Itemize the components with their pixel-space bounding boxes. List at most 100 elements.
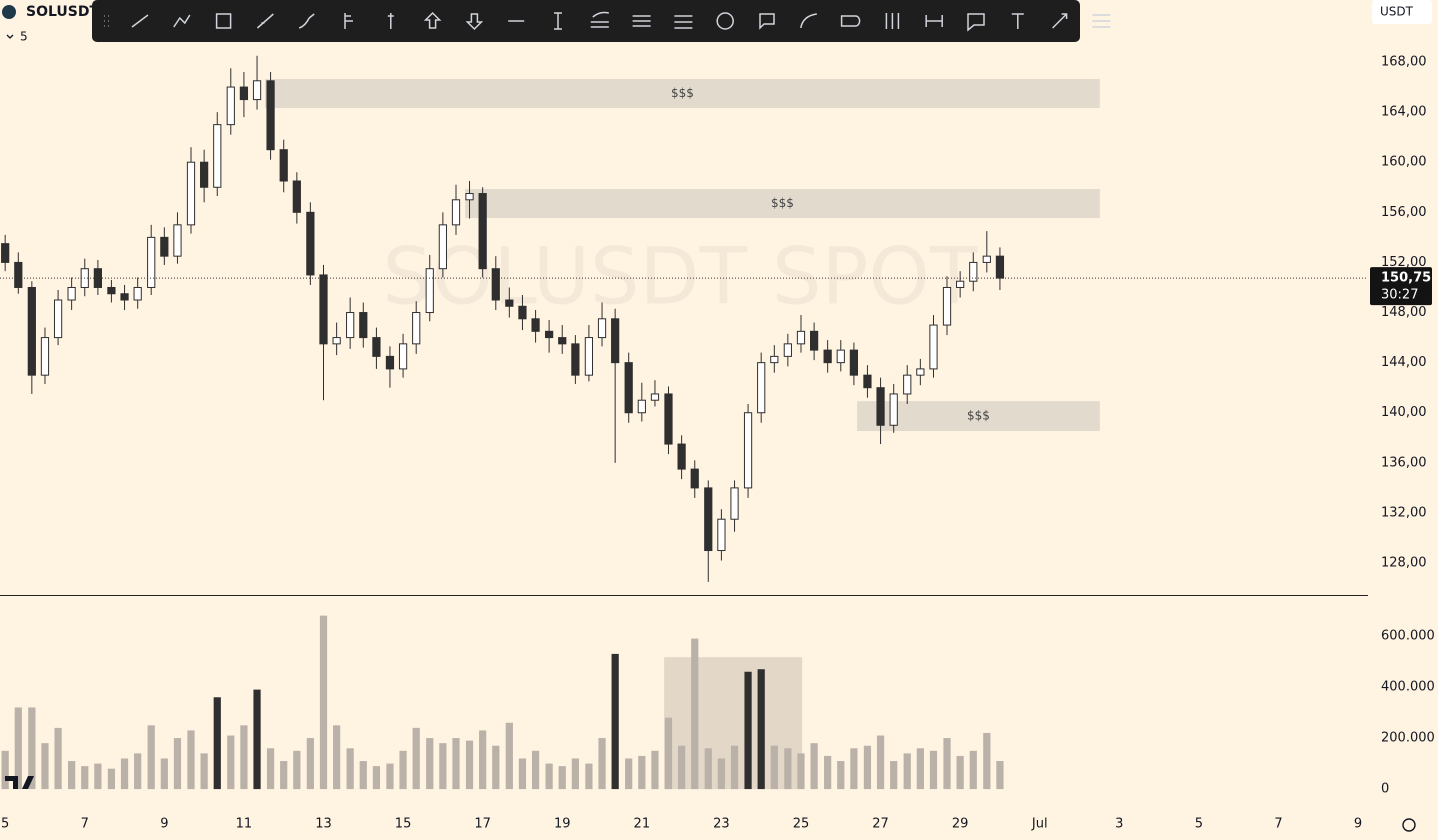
- tool-button[interactable]: [1092, 14, 1111, 28]
- volume-bar: [558, 766, 566, 790]
- tool-button[interactable]: [1052, 13, 1068, 29]
- candle-body: [425, 268, 434, 314]
- volume-bar: [691, 638, 699, 790]
- volume-bar: [14, 707, 22, 790]
- volume-bar: [784, 748, 792, 790]
- volume-bar: [678, 745, 686, 790]
- candle-body: [252, 80, 262, 101]
- volume-bar: [386, 763, 394, 790]
- volume-bar: [346, 748, 354, 790]
- tool-button[interactable]: [925, 15, 943, 27]
- x-tick-label: 25: [793, 817, 810, 832]
- candle-body: [319, 274, 328, 345]
- legend-chevron[interactable]: [6, 34, 14, 39]
- candle-body: [558, 337, 567, 345]
- tool-button[interactable]: [465, 13, 484, 31]
- volume-bar: [943, 738, 951, 790]
- candle-body: [279, 149, 288, 182]
- currency-box[interactable]: [1372, 0, 1432, 24]
- tool-button[interactable]: [632, 15, 651, 27]
- x-tick-label: 29: [952, 817, 969, 832]
- candle-body: [239, 86, 249, 101]
- candle-body: [385, 355, 395, 370]
- tool-button[interactable]: [759, 13, 775, 30]
- candle-body: [53, 299, 63, 339]
- tool-button[interactable]: [344, 13, 353, 29]
- tool-icon: [1052, 13, 1068, 29]
- volume-bar: [797, 753, 805, 790]
- tool-button[interactable]: [800, 13, 817, 29]
- tool-button[interactable]: [173, 14, 191, 28]
- volume-bar: [319, 615, 328, 790]
- tool-button[interactable]: [554, 12, 562, 30]
- tool-button[interactable]: [387, 13, 394, 29]
- candle-body: [213, 124, 222, 188]
- volume-bar: [465, 740, 474, 790]
- x-tick-label: 13: [315, 817, 332, 832]
- tool-icon: [131, 14, 149, 28]
- tool-button[interactable]: [256, 13, 274, 29]
- volume-bar: [107, 768, 116, 790]
- volume-bar: [571, 758, 579, 790]
- x-tick-label: 23: [713, 817, 730, 832]
- tool-button[interactable]: [423, 11, 442, 29]
- candle-body: [836, 349, 845, 364]
- candle-body: [770, 355, 779, 364]
- tool-button[interactable]: [967, 13, 985, 32]
- volume-bar: [187, 730, 195, 790]
- volume-bar: [200, 753, 208, 790]
- volume-bar: [306, 738, 314, 790]
- candle-body: [757, 362, 766, 414]
- candle-body: [929, 324, 938, 370]
- y-tick-label: 128,00: [1381, 556, 1427, 571]
- candle-body: [690, 468, 699, 489]
- candle-body: [783, 343, 792, 357]
- tool-button[interactable]: [131, 14, 149, 28]
- y-tick-label: 152,00: [1381, 255, 1427, 270]
- volume-bar: [173, 738, 182, 790]
- tool-button[interactable]: [674, 15, 693, 29]
- tool-icon: [759, 13, 775, 30]
- volume-bar: [810, 743, 818, 790]
- candle-body: [147, 236, 156, 288]
- candle-body: [478, 193, 487, 270]
- tool-button[interactable]: [840, 15, 861, 27]
- candle-body: [956, 280, 965, 288]
- liquidity-zone: [465, 189, 1100, 218]
- candle-body: [372, 337, 381, 357]
- volume-bar: [439, 743, 447, 790]
- candle-body: [810, 330, 819, 351]
- tool-button[interactable]: [215, 13, 232, 29]
- candle-body: [916, 368, 925, 376]
- candle-body: [584, 337, 594, 376]
- tool-button[interactable]: [716, 12, 734, 30]
- tool-button[interactable]: [298, 13, 315, 29]
- candle-body: [531, 318, 540, 332]
- volume-bar: [120, 758, 129, 790]
- volume-bar: [983, 732, 991, 790]
- candle-body: [14, 261, 23, 288]
- volume-bar: [94, 763, 102, 790]
- volume-bar: [147, 725, 155, 790]
- currency[interactable]: USDT: [1380, 5, 1414, 19]
- volume-bar: [41, 743, 49, 790]
- x-tick-label: 9: [160, 817, 168, 832]
- tool-button[interactable]: [885, 13, 900, 29]
- volume-bar: [280, 761, 288, 790]
- candle-body: [664, 393, 673, 445]
- tool-button[interactable]: [1011, 13, 1024, 29]
- volume-bar: [134, 753, 142, 790]
- tool-icon: [885, 13, 900, 29]
- tool-icon: [800, 13, 817, 29]
- candle-body: [730, 487, 739, 520]
- candle-body: [903, 374, 912, 395]
- legend-toggle[interactable]: 5: [20, 30, 28, 44]
- candle-body: [266, 80, 275, 151]
- tool-button[interactable]: [590, 11, 609, 28]
- settings-button[interactable]: [1402, 818, 1416, 832]
- volume-bar: [890, 761, 898, 790]
- symbol: SOLUSDT: [26, 4, 99, 20]
- tool-icon: [423, 11, 442, 29]
